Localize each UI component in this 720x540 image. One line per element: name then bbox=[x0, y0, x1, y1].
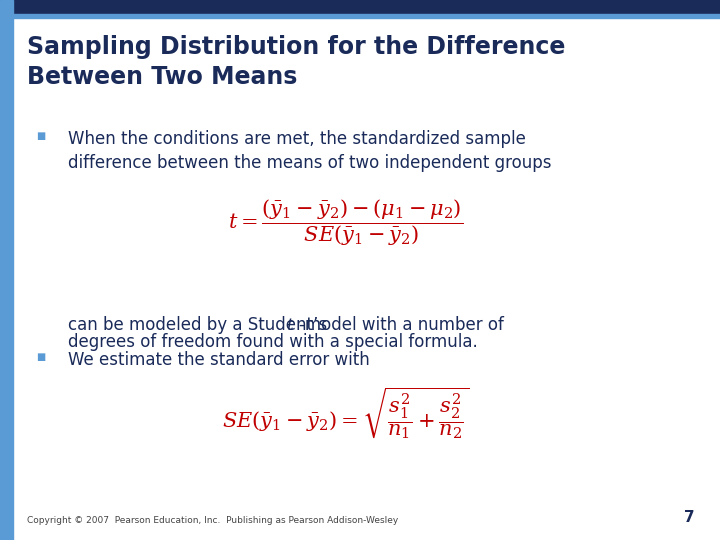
Text: can be modeled by a Student’s: can be modeled by a Student’s bbox=[68, 316, 333, 334]
Text: $SE(\bar{y}_1 - \bar{y}_2) = \sqrt{\dfrac{s_1^2}{n_1} + \dfrac{s_2^2}{n_2}}$: $SE(\bar{y}_1 - \bar{y}_2) = \sqrt{\dfra… bbox=[222, 386, 469, 442]
Text: -model with a number of: -model with a number of bbox=[299, 316, 504, 334]
Text: $t = \dfrac{(\bar{y}_1 - \bar{y}_2) - (\mu_1 - \mu_2)}{SE(\bar{y}_1 - \bar{y}_2): $t = \dfrac{(\bar{y}_1 - \bar{y}_2) - (\… bbox=[228, 197, 463, 248]
Text: ■: ■ bbox=[36, 131, 45, 141]
Text: Copyright © 2007  Pearson Education, Inc.  Publishing as Pearson Addison-Wesley: Copyright © 2007 Pearson Education, Inc.… bbox=[27, 516, 399, 525]
Text: When the conditions are met, the standardized sample
difference between the mean: When the conditions are met, the standar… bbox=[68, 130, 552, 172]
Text: degrees of freedom found with a special formula.: degrees of freedom found with a special … bbox=[68, 333, 478, 351]
Text: $t$: $t$ bbox=[286, 316, 294, 334]
Text: We estimate the standard error with: We estimate the standard error with bbox=[68, 351, 370, 369]
Text: Sampling Distribution for the Difference
Between Two Means: Sampling Distribution for the Difference… bbox=[27, 35, 566, 89]
Text: 7: 7 bbox=[684, 510, 695, 525]
Text: ■: ■ bbox=[36, 352, 45, 362]
